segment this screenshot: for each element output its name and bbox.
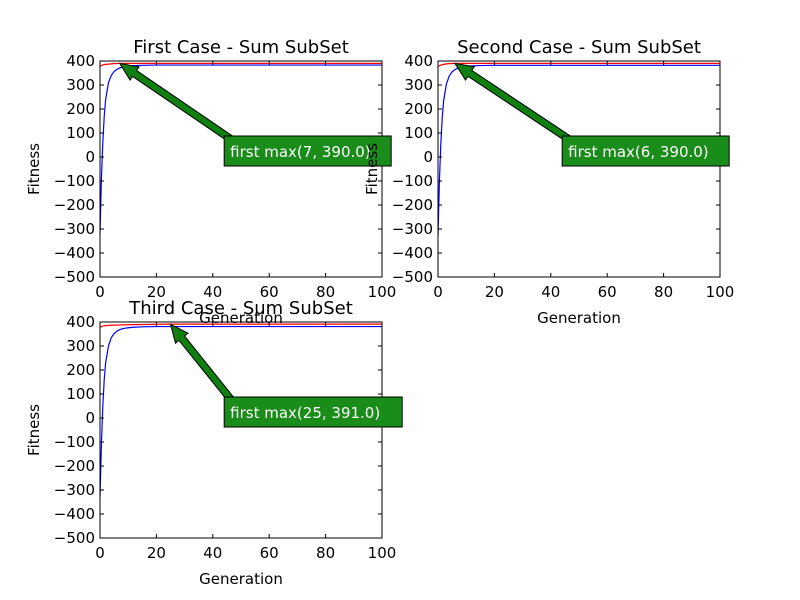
- x-axis-label: Generation: [537, 309, 621, 327]
- x-tick-label: 80: [316, 283, 335, 301]
- y-tick-label: 400: [66, 52, 95, 70]
- series-line-2: [438, 64, 720, 237]
- y-tick-label: 100: [66, 124, 95, 142]
- x-tick-label: 40: [203, 283, 222, 301]
- x-tick-label: 0: [433, 283, 443, 301]
- x-tick-label: 100: [368, 283, 397, 301]
- y-tick-label: −300: [54, 481, 95, 499]
- y-tick-label: 200: [66, 100, 95, 118]
- y-tick-label: −200: [392, 196, 433, 214]
- annotation-text: first max(25, 391.0): [230, 404, 380, 422]
- annotation-text: first max(7, 390.0): [230, 143, 371, 161]
- y-tick-label: −300: [54, 220, 95, 238]
- annotation-box: [561, 135, 730, 167]
- x-tick-label: 80: [654, 283, 673, 301]
- annotation-arrow: [118, 62, 235, 144]
- y-tick-label: −200: [54, 457, 95, 475]
- y-tick-label: 100: [404, 124, 433, 142]
- y-tick-label: −400: [54, 505, 95, 523]
- series-line-1: [438, 62, 720, 68]
- subplot-3: 0 20 40 60 80 100 400 300 200 100 0 −100 −200 −300 −40…: [25, 298, 403, 588]
- x-tick-label: 20: [147, 283, 166, 301]
- y-tick-label: 300: [66, 337, 95, 355]
- annotation-text: first max(6, 390.0): [568, 143, 709, 161]
- y-tick-label: 300: [404, 76, 433, 94]
- y-axis-label: Fitness: [25, 143, 43, 195]
- x-tick-label: 0: [95, 544, 105, 562]
- chart-title: Second Case - Sum SubSet: [457, 37, 701, 58]
- annotation-box: [223, 135, 392, 167]
- x-tick-label: 100: [706, 283, 735, 301]
- series-line-1: [100, 62, 382, 67]
- y-tick-label: −100: [54, 172, 95, 190]
- y-axis-label: Fitness: [25, 404, 43, 456]
- x-tick-label: 60: [598, 283, 617, 301]
- plot-frame: [99, 321, 383, 539]
- annotation-arrow: [169, 323, 236, 404]
- series-line-2: [100, 325, 382, 498]
- y-axis-label: Fitness: [363, 143, 381, 195]
- x-tick-label: 20: [485, 283, 504, 301]
- y-tick-label: 0: [423, 148, 433, 166]
- y-tick-label: −200: [54, 196, 95, 214]
- chart-title: First Case - Sum SubSet: [133, 37, 349, 58]
- x-tick-label: 20: [147, 544, 166, 562]
- y-tick-label: 200: [66, 361, 95, 379]
- y-tick-label: −400: [392, 244, 433, 262]
- y-tick-label: −500: [54, 268, 95, 286]
- x-tick-label: 0: [95, 283, 105, 301]
- y-tick-label: −500: [54, 529, 95, 547]
- x-tick-label: 40: [203, 544, 222, 562]
- x-axis-label: Generation: [199, 570, 283, 588]
- plot-frame: [437, 60, 721, 278]
- series-line-2: [100, 64, 382, 234]
- plot-frame: [99, 60, 383, 278]
- y-tick-label: 400: [404, 52, 433, 70]
- y-tick-label: −500: [392, 268, 433, 286]
- x-tick-label: 60: [260, 283, 279, 301]
- chart-title: Third Case - Sum SubSet: [128, 298, 353, 319]
- annotation-box: [223, 396, 403, 428]
- x-tick-label: 40: [541, 283, 560, 301]
- subplot-2: 0 20 40 60 80 100 400 300 200 100 0 −100 −200 −300 −40…: [363, 37, 734, 327]
- y-tick-label: 0: [85, 409, 95, 427]
- x-tick-label: 80: [316, 544, 335, 562]
- y-tick-label: 300: [66, 76, 95, 94]
- y-tick-label: −300: [392, 220, 433, 238]
- y-tick-label: 100: [66, 385, 95, 403]
- x-tick-label: 60: [260, 544, 279, 562]
- x-tick-label: 100: [368, 544, 397, 562]
- annotation-arrow: [453, 62, 573, 144]
- subplot-1: 0 20 40 60 80 100 400 300 200 100 0 −100 −200 −300 −40…: [25, 37, 396, 327]
- y-tick-label: 400: [66, 313, 95, 331]
- y-tick-label: −100: [54, 433, 95, 451]
- y-tick-label: 200: [404, 100, 433, 118]
- y-tick-label: −100: [392, 172, 433, 190]
- y-tick-label: 0: [85, 148, 95, 166]
- y-tick-label: −400: [54, 244, 95, 262]
